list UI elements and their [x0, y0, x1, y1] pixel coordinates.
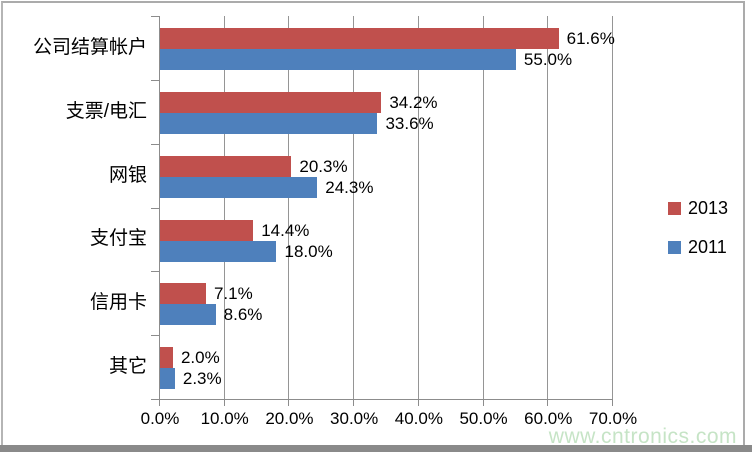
- value-label: 2.3%: [182, 369, 222, 389]
- y-axis-tick: [151, 79, 159, 81]
- category-label: 公司结算帐户: [32, 36, 147, 58]
- gridline: [353, 16, 355, 399]
- legend-entry-2011: 2011: [668, 237, 728, 258]
- x-axis-tick: [223, 400, 225, 406]
- gridline: [612, 16, 613, 399]
- category-label: 支付宝: [89, 228, 147, 250]
- legend: 2013 2011: [668, 198, 728, 258]
- gridline: [223, 16, 225, 399]
- bar-2011: [160, 176, 318, 198]
- value-label: 14.4%: [261, 220, 310, 240]
- bar-2011: [160, 368, 175, 390]
- category-label: 信用卡: [89, 292, 147, 314]
- x-axis-tick-label: 10.0%: [200, 409, 249, 428]
- y-axis-tick: [151, 271, 159, 273]
- bar-2011: [160, 240, 277, 262]
- y-axis-tick: [151, 143, 159, 145]
- value-label: 18.0%: [284, 241, 333, 261]
- bar-2013: [160, 347, 173, 369]
- x-axis-tick: [159, 400, 160, 406]
- value-label: 20.3%: [299, 156, 348, 176]
- x-axis-tick-label: 60.0%: [524, 409, 573, 428]
- bar-2011: [160, 112, 378, 134]
- category-label: 其它: [108, 356, 147, 378]
- value-label: 55.0%: [523, 50, 573, 69]
- gridline: [417, 16, 419, 399]
- legend-swatch: [668, 241, 681, 254]
- x-axis-tick-label: 30.0%: [330, 409, 379, 428]
- x-axis-tick-label: 40.0%: [394, 409, 443, 428]
- value-label: 8.6%: [223, 305, 263, 325]
- x-axis-tick: [353, 400, 355, 406]
- x-axis-tick: [417, 400, 419, 406]
- y-axis-tick: [151, 335, 159, 337]
- legend-entry-2013: 2013: [668, 198, 728, 219]
- y-axis-tick: [151, 207, 159, 209]
- bar-2013: [160, 155, 292, 177]
- value-label: 34.2%: [389, 92, 438, 112]
- value-label: 7.1%: [213, 284, 253, 304]
- category-label: 网银: [108, 164, 147, 186]
- legend-label: 2013: [688, 198, 729, 218]
- x-axis-tick: [547, 400, 549, 406]
- x-axis-tick-label: 0.0%: [140, 409, 180, 428]
- x-axis-tick-label: 70.0%: [588, 409, 638, 428]
- watermark-text: www.cntronics.com: [548, 425, 737, 448]
- bar-2013: [160, 283, 206, 305]
- value-label: 24.3%: [325, 177, 374, 197]
- x-axis-tick-label: 50.0%: [459, 409, 508, 428]
- bar-2011: [160, 49, 516, 70]
- x-axis-tick-label: 20.0%: [265, 409, 314, 428]
- gridline: [482, 16, 484, 399]
- bar-2011: [160, 304, 216, 326]
- x-axis-tick: [482, 400, 484, 406]
- value-label: 2.0%: [180, 348, 220, 368]
- x-axis-tick: [288, 400, 290, 406]
- gridline: [547, 16, 549, 399]
- y-axis-tick: [151, 399, 159, 400]
- x-axis-tick: [612, 400, 613, 406]
- legend-label: 2011: [688, 237, 727, 257]
- bar-2013: [160, 219, 254, 241]
- bar-2013: [160, 91, 382, 113]
- legend-swatch: [668, 202, 681, 215]
- gridline: [288, 16, 290, 399]
- y-axis-tick: [151, 16, 159, 17]
- chart-frame-bottom-edge: [0, 445, 752, 452]
- value-label: 61.6%: [566, 29, 615, 48]
- category-label: 支票/电汇: [65, 100, 147, 122]
- plot-area: 0.0% 10.0% 20.0% 30.0% 40.0% 50.0% 60.0% 70.0% 公…: [33, 16, 637, 428]
- value-label: 33.6%: [385, 113, 434, 133]
- bar-2013: [160, 28, 559, 49]
